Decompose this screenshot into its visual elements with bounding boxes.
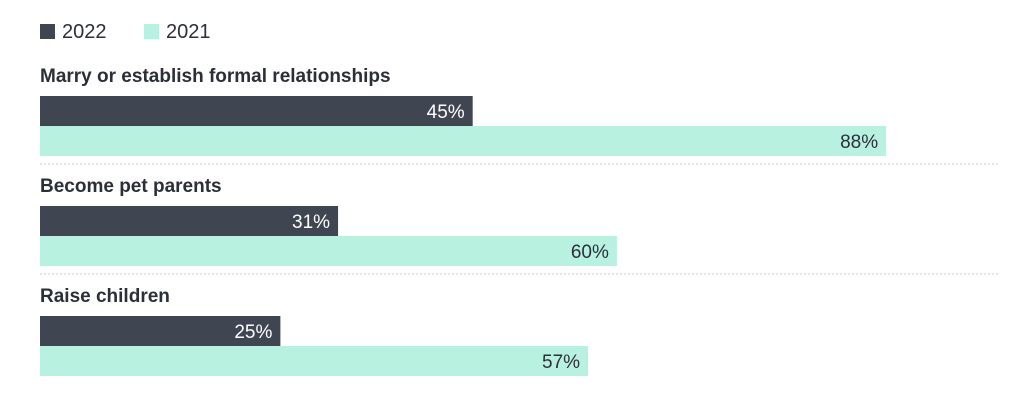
- category-label-raise-children: Raise children: [40, 286, 170, 307]
- data-label-2022-raise-children: 25%: [234, 322, 272, 343]
- data-label-2021-marry-or-establish-formal-relationships: 88%: [840, 132, 878, 153]
- data-label-2021-raise-children: 57%: [542, 352, 580, 373]
- bar-2021-marry-or-establish-formal-relationships: [40, 126, 887, 156]
- legend-swatch-2022: [40, 24, 55, 39]
- legend-label-2022: 2022: [62, 21, 107, 43]
- bar-2022-marry-or-establish-formal-relationships: [40, 96, 473, 126]
- category-label-marry-or-establish-formal-relationships: Marry or establish formal relationships: [40, 66, 391, 87]
- bar-2022-raise-children: [40, 316, 281, 346]
- data-label-2022-become-pet-parents: 31%: [292, 212, 330, 233]
- category-label-become-pet-parents: Become pet parents: [40, 176, 222, 197]
- legend-swatch-2021: [144, 24, 159, 39]
- legend-label-2021: 2021: [166, 21, 211, 43]
- data-label-2022-marry-or-establish-formal-relationships: 45%: [427, 102, 465, 123]
- bar-2021-become-pet-parents: [40, 236, 617, 266]
- bar-2022-become-pet-parents: [40, 206, 339, 236]
- bar-2021-raise-children: [40, 346, 589, 376]
- data-label-2021-become-pet-parents: 60%: [571, 242, 609, 263]
